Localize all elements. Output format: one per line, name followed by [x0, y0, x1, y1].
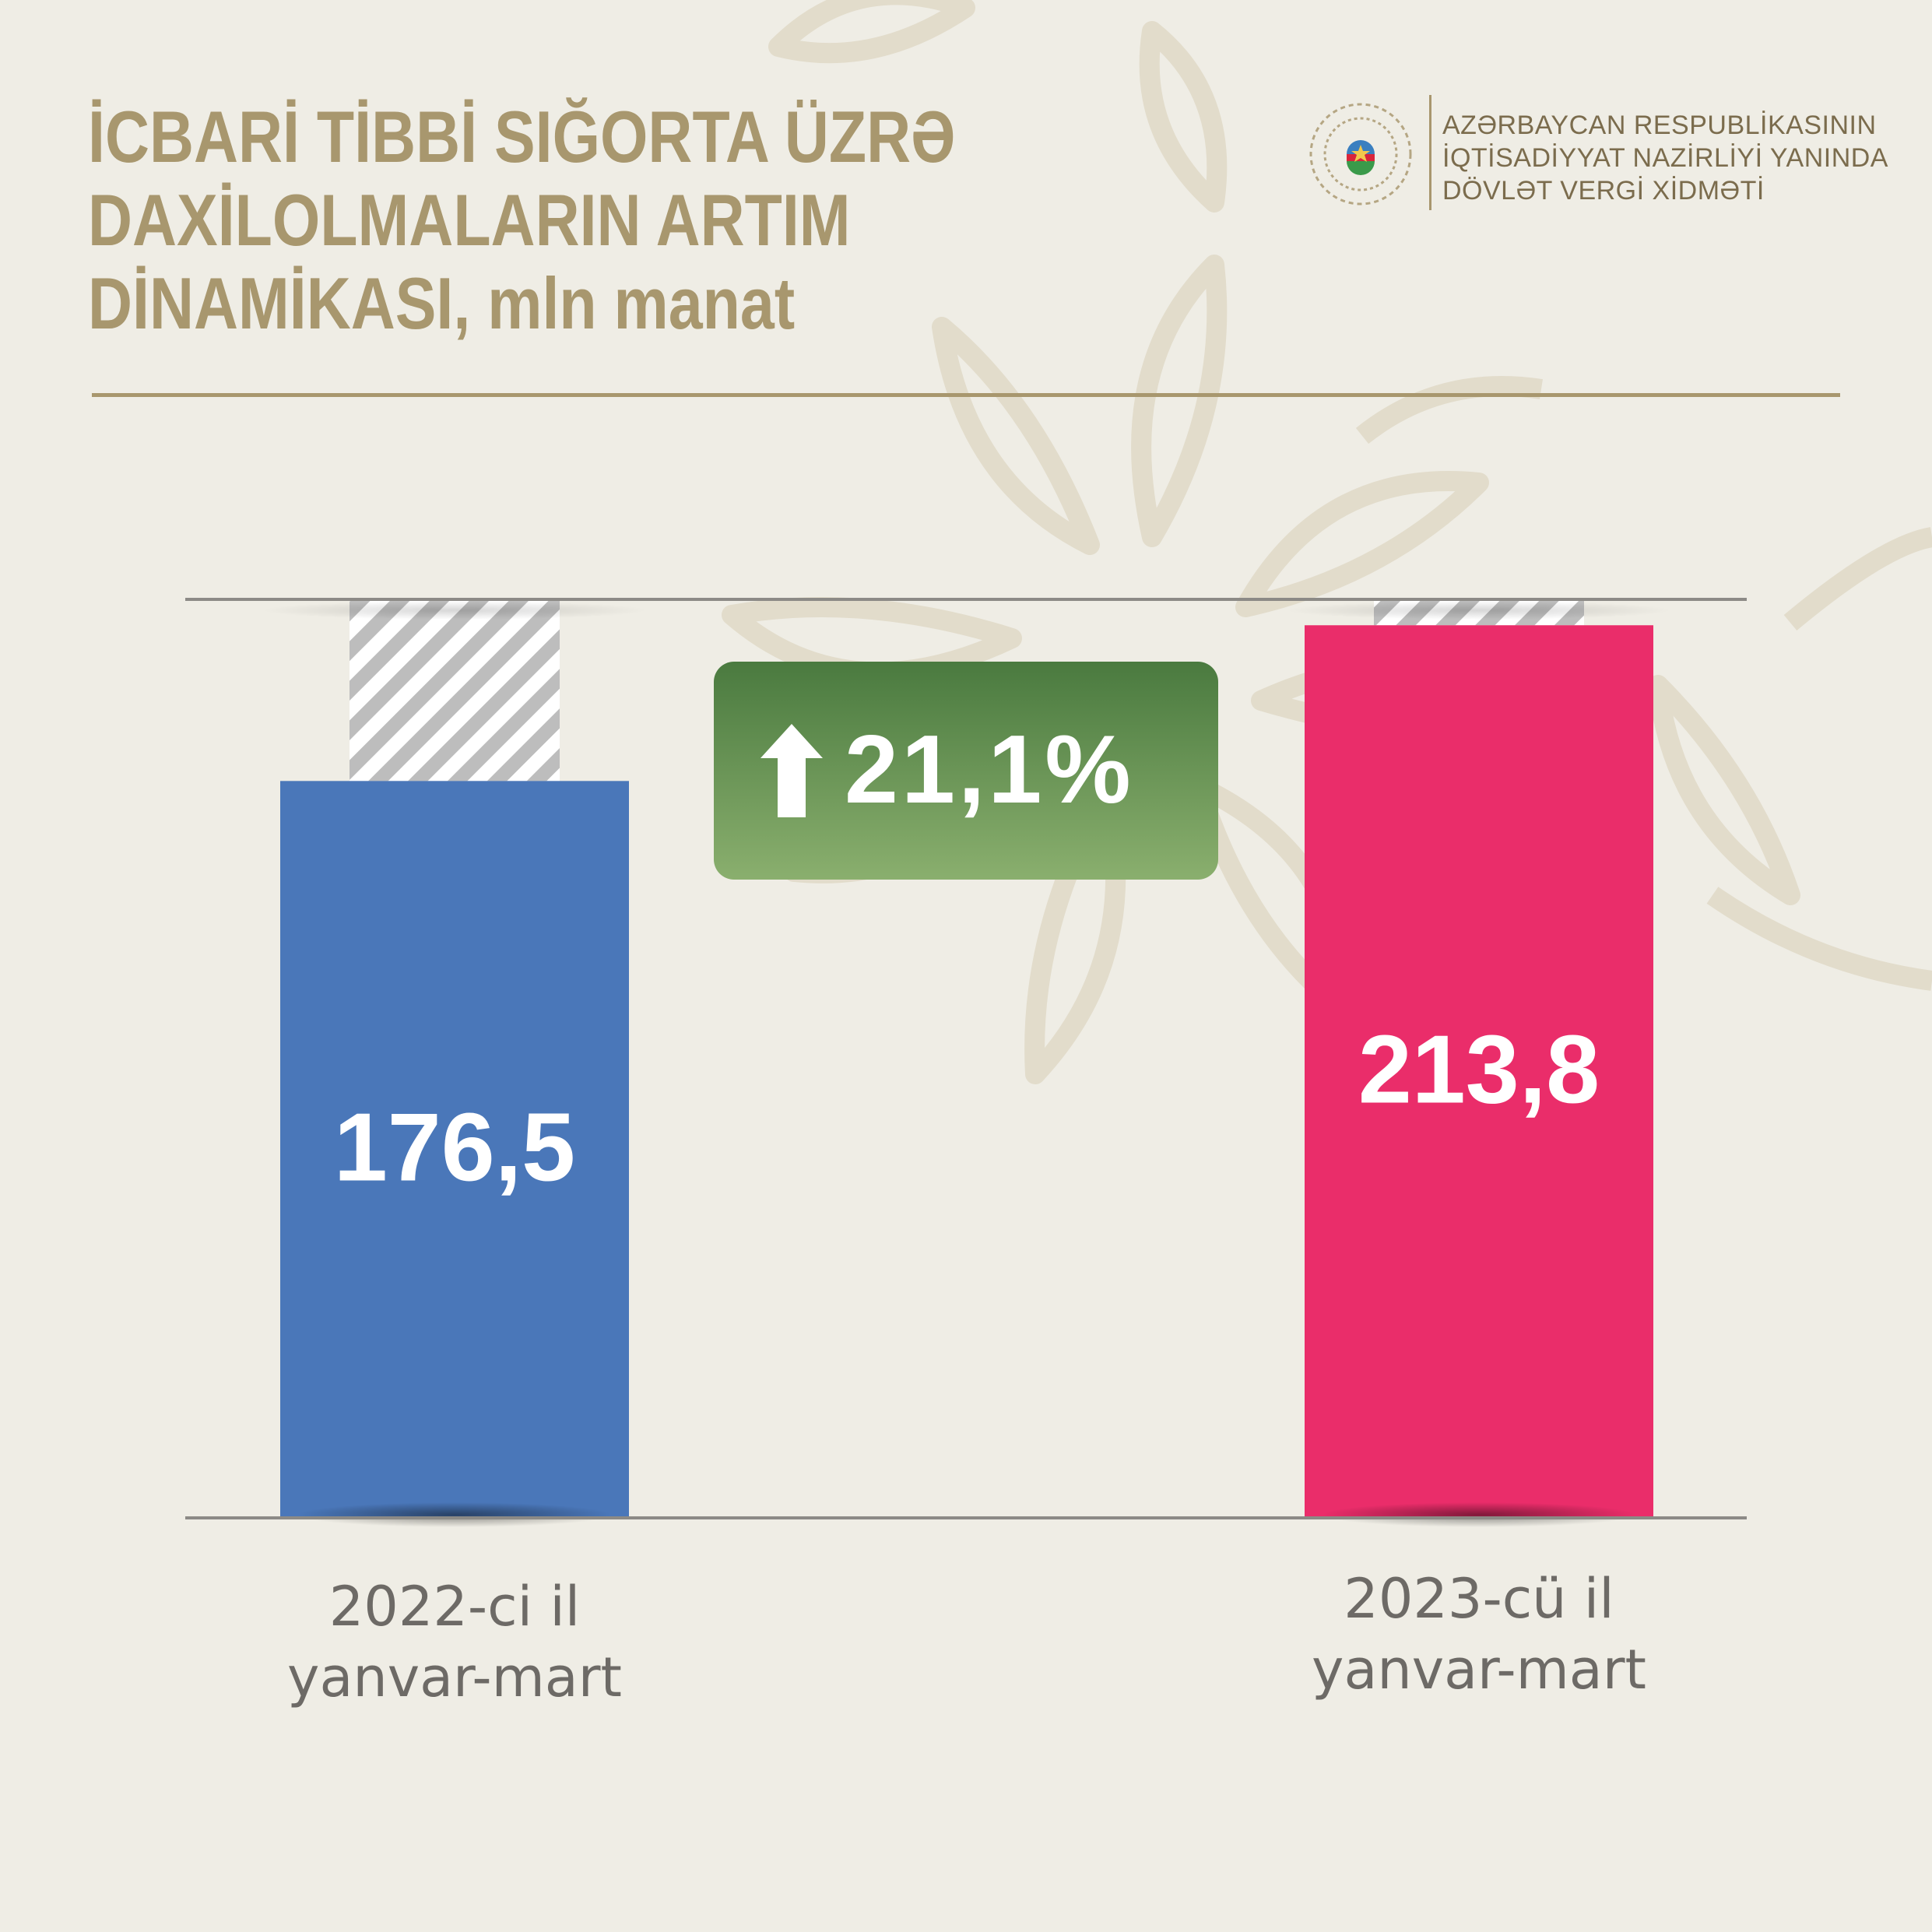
page-title: İCBARİ TİBBİ SIĞORTA ÜZRƏ DAXİLOLMALARIN… — [88, 95, 956, 345]
org-line: İQTİSADİYYAT NAZİRLİYİ YANINDA — [1442, 143, 1888, 173]
top-shadow — [262, 601, 647, 620]
org-line: AZƏRBAYCAN RESPUBLİKASININ — [1442, 111, 1877, 140]
bar-2 — [1305, 625, 1653, 1518]
emblem-logo-icon — [1309, 103, 1412, 205]
top-shadow — [1287, 601, 1671, 620]
category-label: yanvar-mart — [1312, 1638, 1646, 1702]
org-line: DÖVLƏT VERGİ XİDMƏTİ — [1442, 176, 1765, 205]
bar-1 — [280, 781, 629, 1518]
category-label: 2023-cü il — [1344, 1567, 1614, 1631]
remaining-hatch — [350, 601, 560, 782]
value-label: 176,5 — [334, 1094, 575, 1202]
category-label: yanvar-mart — [287, 1646, 622, 1709]
organization-name: AZƏRBAYCAN RESPUBLİKASININ İQTİSADİYYAT … — [1442, 109, 1888, 207]
bar-shadow — [297, 1502, 612, 1527]
bar-shadow — [1322, 1502, 1636, 1527]
title-divider — [92, 393, 1840, 397]
title-line: DAXİLOLMALARIN ARTIM — [88, 179, 851, 261]
growth-badge: 21,1% — [714, 662, 1218, 880]
category-label: 2022-ci il — [329, 1575, 581, 1639]
logo-divider — [1429, 95, 1431, 210]
title-line: İCBARİ TİBBİ SIĞORTA ÜZRƏ — [88, 96, 956, 177]
title-line: DİNAMİKASI, mln manat — [88, 262, 796, 344]
value-label: 213,8 — [1358, 1017, 1600, 1124]
up-arrow-icon — [761, 724, 823, 817]
growth-percent: 21,1% — [845, 716, 1134, 824]
